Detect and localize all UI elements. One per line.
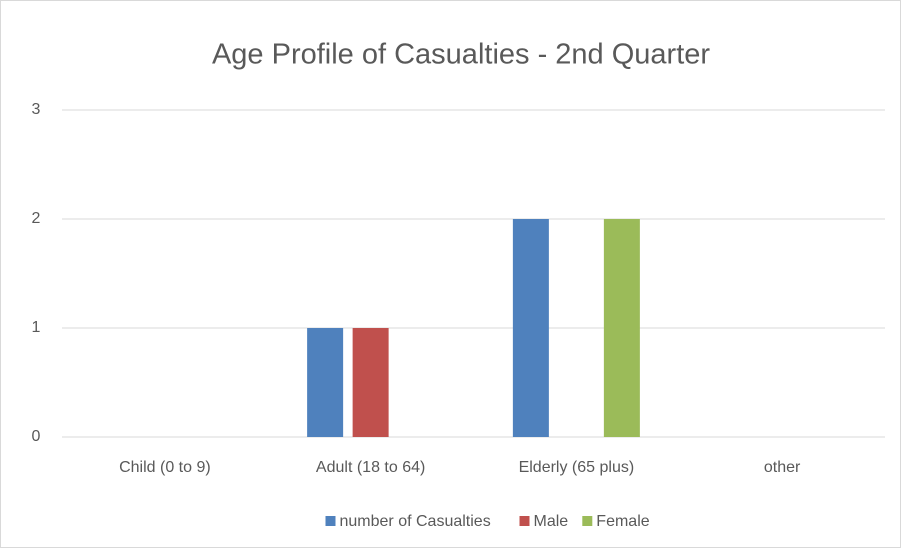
x-tick-label: other	[764, 459, 801, 476]
bar	[307, 328, 344, 437]
y-tick-label: 2	[32, 210, 41, 227]
y-tick-label: 3	[32, 101, 41, 118]
y-tick-label: 1	[32, 319, 41, 336]
legend-label: Female	[596, 513, 649, 530]
legend-swatch	[582, 516, 593, 526]
x-tick-label: Child (0 to 9)	[119, 459, 211, 476]
legend-label: number of Casualties	[340, 513, 491, 530]
chart-title: Age Profile of Casualties - 2nd Quarter	[212, 39, 710, 71]
legend-swatch	[519, 516, 530, 526]
legend-label: Male	[534, 513, 569, 530]
bar	[352, 328, 389, 437]
x-tick-label: Adult (18 to 64)	[316, 459, 425, 476]
bar	[603, 219, 640, 437]
x-tick-label: Elderly (65 plus)	[519, 459, 635, 476]
bar	[512, 219, 549, 437]
y-tick-label: 0	[32, 428, 41, 445]
legend-swatch	[325, 516, 336, 526]
